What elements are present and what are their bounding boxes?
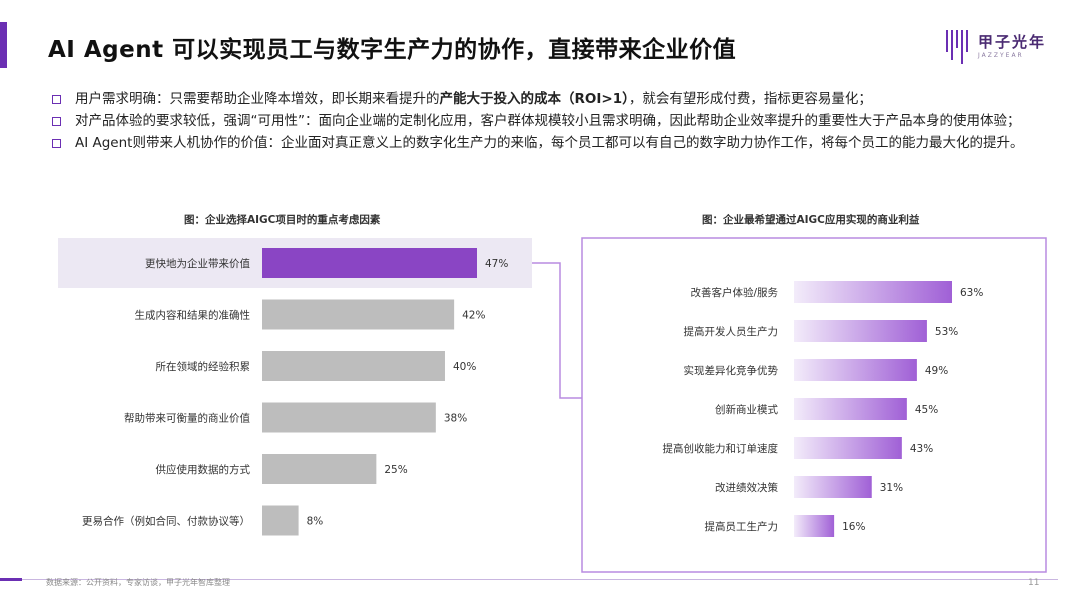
page-title: AI Agent 可以实现员工与数字生产力的协作，直接带来企业价值 [48,37,737,63]
bar [262,402,436,433]
bullet-item: 对产品体验的要求较低，强调“可用性”：面向企业端的定制化应用，客户群体规模较小且… [50,112,1040,131]
category-label: 更快地为企业带来价值 [145,257,250,270]
category-label: 提高员工生产力 [705,520,779,533]
data-label: 45% [915,404,938,416]
category-label: 提高开发人员生产力 [684,325,779,338]
bar [794,281,952,303]
data-label: 42% [462,310,485,322]
category-label: 改善客户体验/服务 [690,286,778,299]
data-label: 16% [842,521,865,533]
category-label: 提高创收能力和订单速度 [663,442,779,455]
bar [262,505,299,536]
bullet-item: 用户需求明确：只需要帮助企业降本增效，即长期来看提升的产能大于投入的成本（ROI… [50,90,1040,109]
chart-frame [581,237,1047,573]
connector-line [532,262,582,399]
category-label: 所在领域的经验积累 [156,360,251,373]
bullet-list: 用户需求明确：只需要帮助企业降本增效，即长期来看提升的产能大于投入的成本（ROI… [50,90,1040,156]
bar [794,320,927,342]
category-label: 生成内容和结果的准确性 [135,309,251,322]
logo-sub: JAZZYEAR [978,52,1024,59]
checkbox-icon [52,117,61,126]
category-label: 供应使用数据的方式 [156,463,251,476]
bar [262,351,445,381]
data-label: 43% [910,443,933,455]
bar [262,454,377,484]
logo-name: 甲子光年 [978,33,1047,51]
category-label: 更易合作（例如合同、付款协议等） [82,515,250,528]
data-label: 53% [935,326,958,338]
right-chart-title: 图：企业最希望通过AIGC应用实现的商业利益 [702,214,920,226]
bar [262,299,455,330]
category-label: 实现差异化竞争优势 [684,364,779,377]
category-label: 帮助带来可衡量的商业价值 [124,412,250,425]
data-label: 38% [444,413,467,425]
footer-source: 数据来源：公开资料，专家访谈，甲子光年智库整理 [46,578,230,587]
title-accent-bar [0,22,7,68]
footer-divider [22,579,1058,580]
data-label: 25% [384,464,407,476]
bar [794,359,917,381]
data-label: 47% [485,258,508,270]
category-label: 创新商业模式 [715,403,778,416]
page-number: 11 [1028,578,1040,588]
logo-icon [946,30,968,64]
bar [794,515,835,537]
left-chart-title: 图：企业选择AIGC项目时的重点考虑因素 [184,214,381,226]
bar [794,398,907,420]
data-label: 63% [960,287,983,299]
bar [794,476,872,498]
footer-accent [0,578,22,581]
data-label: 40% [453,361,476,373]
data-label: 31% [880,482,903,494]
bar [794,437,902,459]
bar [262,248,477,278]
data-label: 49% [925,365,948,377]
checkbox-icon [52,139,61,148]
checkbox-icon [52,95,61,104]
category-label: 改进绩效决策 [715,481,778,494]
data-label: 8% [307,516,324,528]
bullet-item: AI Agent则带来人机协作的价值：企业面对真正意义上的数字化生产力的来临，每… [50,134,1040,153]
